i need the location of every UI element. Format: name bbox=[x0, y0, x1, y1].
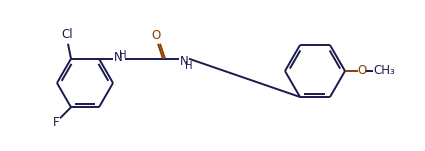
Text: Cl: Cl bbox=[61, 28, 73, 41]
Text: F: F bbox=[53, 116, 60, 129]
Text: O: O bbox=[357, 64, 367, 77]
Text: O: O bbox=[151, 29, 161, 42]
Text: H: H bbox=[185, 61, 193, 71]
Text: N: N bbox=[180, 55, 188, 68]
Text: H: H bbox=[119, 50, 127, 60]
Text: CH₃: CH₃ bbox=[373, 64, 395, 77]
Text: N: N bbox=[113, 51, 122, 64]
